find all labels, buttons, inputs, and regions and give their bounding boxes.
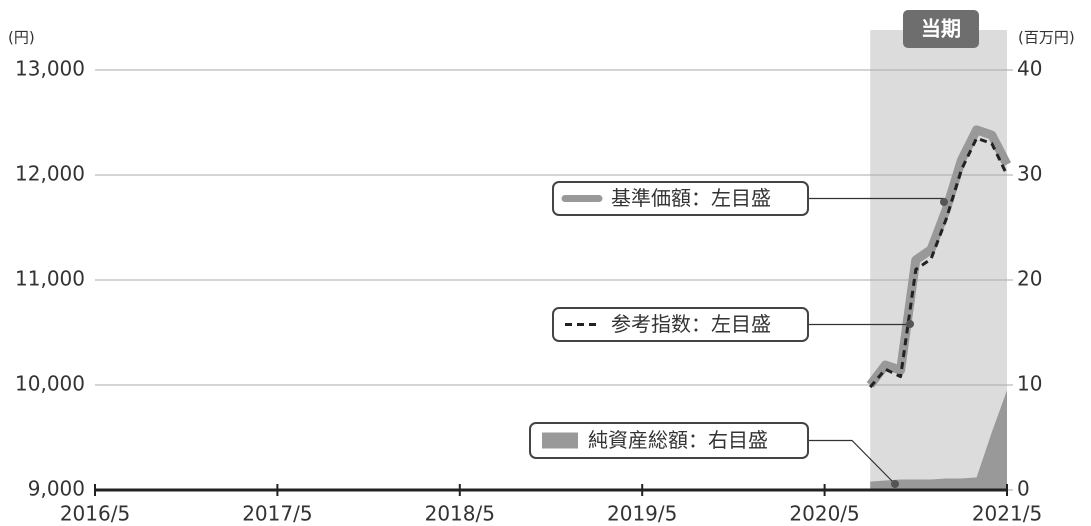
y-tick-label: 12,000 (15, 162, 85, 186)
period-badge (903, 10, 979, 48)
legend-box (552, 181, 809, 216)
legend-swatch (542, 432, 578, 449)
x-tick-label: 2019/5 (607, 502, 677, 526)
legend-label: 純資産総額：右目盛 (588, 428, 768, 452)
leader-dot (891, 480, 899, 488)
leader-line (808, 323, 911, 326)
x-tick-label: 2016/5 (60, 502, 130, 526)
y-axis-label: (円) (8, 29, 35, 47)
leader-line (808, 439, 896, 485)
index-line (869, 136, 1009, 389)
y2-axis-label: (百万円) (1018, 29, 1075, 47)
period-shade (870, 30, 1007, 490)
y2-tick-label: 40 (1017, 57, 1042, 81)
x-tick-label: 2020/5 (789, 502, 859, 526)
y-tick-label: 13,000 (15, 57, 85, 81)
y2-tick-label: 20 (1017, 267, 1042, 291)
legend-label: 参考指数：左目盛 (611, 312, 771, 336)
y2-tick-label: 0 (1017, 477, 1030, 501)
leader-dot (940, 198, 948, 206)
net-assets-area (870, 390, 1007, 490)
legend-box (552, 307, 809, 342)
nav-line (866, 125, 1011, 388)
y-tick-label: 10,000 (15, 372, 85, 396)
y-tick-label: 9,000 (28, 477, 85, 501)
y2-tick-label: 30 (1017, 162, 1042, 186)
legend-label: 基準価額：左目盛 (611, 186, 771, 210)
x-tick-label: 2021/5 (972, 502, 1042, 526)
legend-box (529, 422, 809, 459)
leader-dot (906, 320, 914, 328)
y-tick-label: 11,000 (15, 267, 85, 291)
y2-tick-label: 10 (1017, 372, 1042, 396)
x-tick-label: 2018/5 (425, 502, 495, 526)
x-tick-label: 2017/5 (242, 502, 312, 526)
period-label: 当期 (921, 17, 961, 41)
